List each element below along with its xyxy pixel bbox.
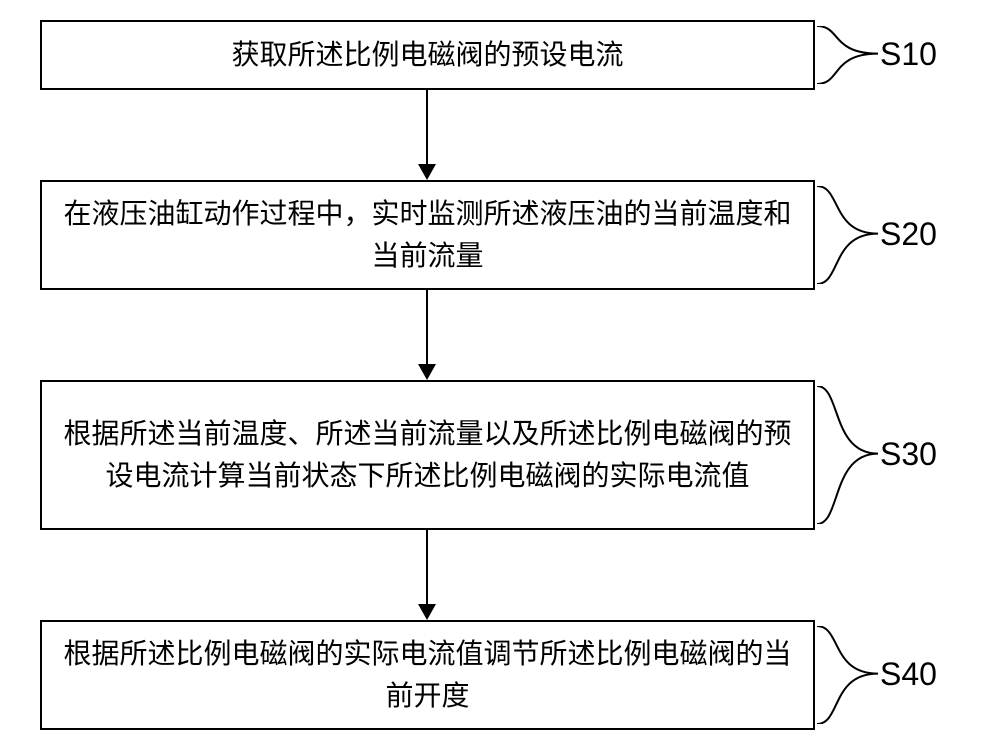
flowchart-canvas: 获取所述比例电磁阀的预设电流 S10 在液压油缸动作过程中，实时监测所述液压油的当前…: [0, 0, 1000, 739]
flow-step-s20: 在液压油缸动作过程中，实时监测所述液压油的当前温度和当前流量: [40, 180, 815, 290]
flow-step-text: 在液压油缸动作过程中，实时监测所述液压油的当前温度和当前流量: [62, 193, 793, 277]
flow-step-label-s40: S40: [880, 656, 937, 693]
flow-step-text: 根据所述当前温度、所述当前流量以及所述比例电磁阀的预设电流计算当前状态下所述比例…: [62, 413, 793, 497]
label-text: S20: [880, 216, 937, 252]
flow-step-label-s20: S20: [880, 216, 937, 253]
flow-step-s30: 根据所述当前温度、所述当前流量以及所述比例电磁阀的预设电流计算当前状态下所述比例…: [40, 380, 815, 530]
arrow-head-icon: [418, 604, 436, 620]
arrow-line: [426, 530, 428, 606]
arrow-head-icon: [418, 364, 436, 380]
flow-step-label-s10: S10: [880, 36, 937, 73]
connector-curve: [815, 186, 880, 284]
connector-curve: [815, 626, 880, 724]
flow-step-s40: 根据所述比例电磁阀的实际电流值调节所述比例电磁阀的当前开度: [40, 620, 815, 730]
flow-step-label-s30: S30: [880, 436, 937, 473]
label-text: S30: [880, 436, 937, 472]
flow-step-s10: 获取所述比例电磁阀的预设电流: [40, 20, 815, 90]
label-text: S10: [880, 36, 937, 72]
arrow-line: [426, 290, 428, 366]
connector-curve: [815, 386, 880, 524]
flow-step-text: 获取所述比例电磁阀的预设电流: [231, 34, 623, 76]
connector-curve: [815, 26, 880, 84]
label-text: S40: [880, 656, 937, 692]
arrow-line: [426, 90, 428, 166]
flow-step-text: 根据所述比例电磁阀的实际电流值调节所述比例电磁阀的当前开度: [62, 633, 793, 717]
arrow-head-icon: [418, 164, 436, 180]
